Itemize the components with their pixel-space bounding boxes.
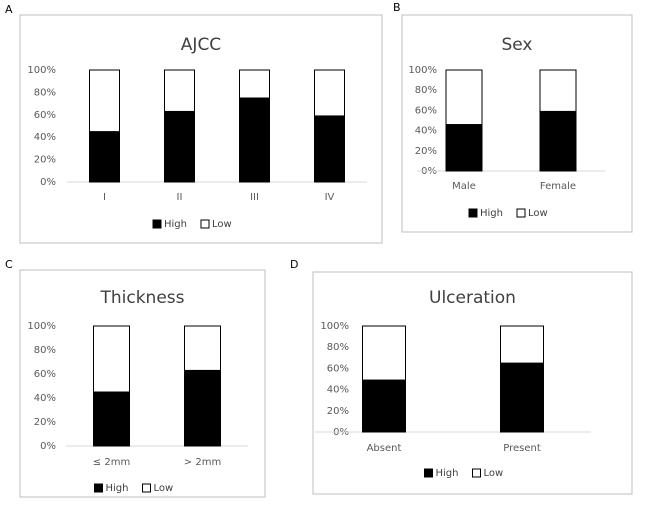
y-tick-label: 80%: [34, 87, 56, 98]
y-tick-label: 60%: [34, 110, 56, 121]
y-tick-label: 100%: [27, 65, 56, 76]
bar-segment: [89, 69, 120, 133]
x-tick-label: IV: [325, 192, 335, 203]
legend-label: Low: [212, 219, 232, 230]
bar-segment: [164, 110, 195, 183]
legend-label: Low: [528, 208, 548, 219]
bar-segment: [500, 325, 544, 364]
y-tick-label: 0%: [40, 177, 56, 188]
legend-swatch: [200, 219, 210, 229]
x-tick-label: III: [250, 192, 259, 203]
chart-title: Thickness: [99, 288, 184, 308]
legend-label: High: [480, 208, 503, 219]
y-tick-label: 100%: [320, 321, 349, 332]
bar-segment: [539, 110, 577, 172]
bar-segment: [445, 69, 483, 126]
y-tick-label: 0%: [40, 441, 56, 452]
panel-frame: [19, 269, 266, 498]
x-tick-label: Male: [452, 181, 476, 192]
legend-swatch: [424, 468, 433, 478]
y-tick-label: 20%: [327, 406, 349, 417]
legend-label: Low: [154, 483, 174, 494]
y-tick-label: 60%: [415, 105, 437, 116]
bar-segment: [93, 325, 130, 393]
panel-label: B: [393, 1, 401, 14]
bar-segment: [93, 391, 130, 447]
legend-swatch: [468, 208, 478, 218]
y-tick-label: 60%: [34, 369, 56, 380]
x-tick-label: II: [177, 192, 183, 203]
x-tick-label: ≤ 2mm: [93, 457, 130, 468]
bar-segment: [445, 124, 483, 172]
legend-label: Low: [484, 468, 504, 479]
x-tick-label: Present: [503, 443, 541, 454]
bar-segment: [362, 325, 406, 381]
x-tick-label: > 2mm: [184, 457, 221, 468]
legend-swatch: [516, 208, 526, 218]
y-tick-label: 20%: [415, 146, 437, 157]
chart-title: AJCC: [181, 35, 221, 55]
panel-label: C: [5, 258, 13, 271]
bar-segment: [362, 379, 406, 433]
chart-title: Ulceration: [429, 288, 516, 308]
y-tick-label: 80%: [34, 345, 56, 356]
x-tick-label: Absent: [367, 443, 402, 454]
bar-segment: [184, 369, 221, 447]
x-tick-label: I: [103, 192, 106, 203]
legend-swatch: [472, 468, 481, 478]
bar-segment: [239, 97, 270, 183]
chart-title: Sex: [501, 35, 532, 55]
y-tick-label: 20%: [34, 155, 56, 166]
y-tick-label: 40%: [415, 126, 437, 137]
panel-label: D: [290, 258, 298, 271]
legend-label: High: [436, 468, 459, 479]
legend-swatch: [94, 483, 103, 493]
legend-label: High: [106, 483, 129, 494]
y-tick-label: 40%: [34, 132, 56, 143]
y-tick-label: 80%: [327, 342, 349, 353]
y-tick-label: 100%: [27, 321, 56, 332]
bar-segment: [314, 69, 345, 117]
legend-swatch: [152, 219, 162, 229]
bar-segment: [239, 69, 270, 99]
y-tick-label: 80%: [415, 85, 437, 96]
panel-frame: [401, 14, 633, 233]
bar-segment: [89, 131, 120, 183]
y-tick-label: 60%: [327, 363, 349, 374]
legend-swatch: [142, 483, 151, 493]
bar-segment: [500, 362, 544, 433]
bar-segment: [164, 69, 195, 112]
y-tick-label: 40%: [34, 393, 56, 404]
y-tick-label: 40%: [327, 385, 349, 396]
panel-label: A: [5, 3, 13, 16]
x-tick-label: Female: [540, 181, 576, 192]
y-tick-label: 100%: [408, 65, 437, 76]
bar-segment: [184, 325, 221, 371]
bar-segment: [539, 69, 577, 112]
y-tick-label: 20%: [34, 417, 56, 428]
legend-label: High: [164, 219, 187, 230]
bar-segment: [314, 115, 345, 183]
